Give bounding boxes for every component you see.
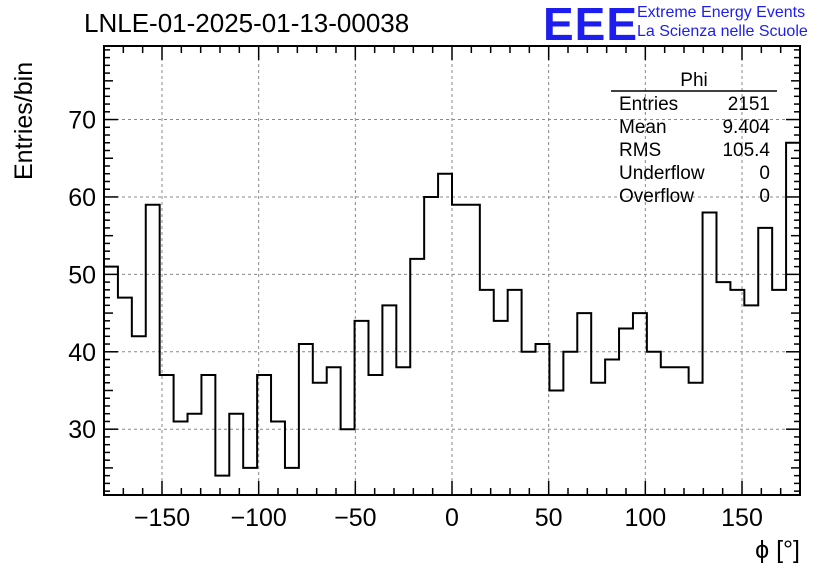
y-tick-label: 50 (68, 261, 96, 289)
grid-lines (104, 46, 800, 495)
logo-caption: Extreme Energy Events La Scienza nelle S… (637, 3, 808, 41)
y-axis-label: Entries/bin (10, 62, 38, 180)
stats-value: 9.404 (722, 117, 770, 138)
x-axis: −150 −100 −50 0 50 100 150 (103, 46, 801, 532)
stats-value: 2151 (728, 94, 770, 115)
logo-caption-line2: La Scienza nelle Scuole (637, 23, 808, 40)
x-tick-label: 100 (624, 504, 666, 532)
x-tick-label: −100 (231, 504, 287, 532)
stats-label: Mean (619, 117, 667, 138)
stats-label: RMS (619, 140, 661, 161)
stats-label: Underflow (619, 163, 705, 184)
stats-value: 0 (759, 186, 770, 207)
y-tick-label: 40 (68, 339, 96, 367)
x-tick-label: −50 (334, 504, 376, 532)
stats-box: Phi Entries 2151 Mean 9.404 RMS 105.4 Underflo… (611, 70, 777, 207)
x-axis-label: ϕ [°] (755, 536, 800, 564)
y-axis: 30 40 50 60 70 (68, 49, 800, 492)
stats-title: Phi (680, 70, 707, 91)
eee-logo: EEE (543, 0, 639, 50)
stats-label: Entries (619, 94, 678, 115)
x-tick-label: 50 (535, 504, 563, 532)
stats-label: Overflow (619, 186, 694, 207)
y-tick-label: 60 (68, 184, 96, 212)
chart-title: LNLE-01-2025-01-13-00038 (84, 8, 410, 38)
y-tick-label: 70 (68, 107, 96, 135)
y-tick-label: 30 (68, 416, 96, 444)
x-tick-label: −150 (134, 504, 190, 532)
stats-value: 105.4 (722, 140, 770, 161)
x-tick-label: 150 (721, 504, 763, 532)
x-tick-label: 0 (445, 504, 459, 532)
logo-caption-line1: Extreme Energy Events (637, 4, 806, 21)
histogram-series (104, 141, 800, 477)
stats-value: 0 (759, 163, 770, 184)
